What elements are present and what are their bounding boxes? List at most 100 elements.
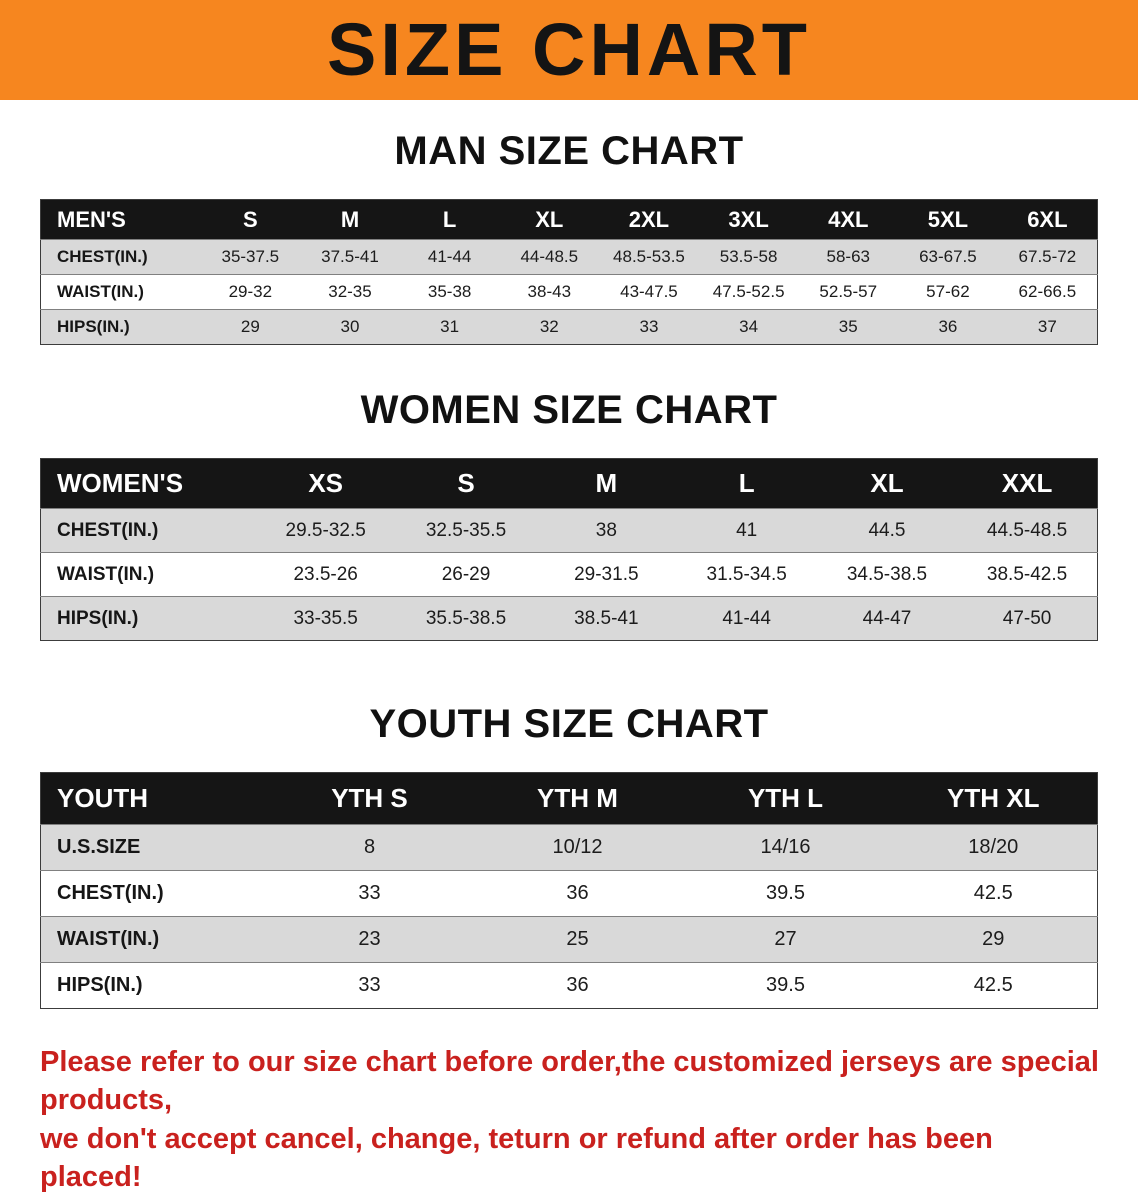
size-value-cell: 14/16 bbox=[760, 836, 811, 858]
size-value-cell: 31.5-34.5 bbox=[706, 563, 787, 585]
men-section: MAN SIZE CHART MEN'S S M L XL 2XL 3XL 4XL 5XL 6XL… bbox=[0, 128, 1138, 345]
table-head: WOMEN'S XS S M L XL XXL bbox=[40, 458, 1098, 509]
table-row: CHEST(IN.) 29.5-32.5 32.5-35.5 38 41 44.5 44.5… bbox=[40, 508, 1098, 553]
size-value-cell: 29 bbox=[240, 317, 260, 336]
disclaimer-line-1: Please refer to our size chart before or… bbox=[40, 1046, 1099, 1117]
size-column-header: 5XL bbox=[898, 199, 998, 240]
size-value-cell: 23 bbox=[358, 928, 381, 950]
table-title-cell: MEN'S bbox=[40, 199, 201, 240]
size-value-cell: 10/12 bbox=[552, 836, 603, 858]
disclaimer: Please refer to our size chart before or… bbox=[40, 1043, 1100, 1196]
size-value-cell: 31 bbox=[440, 317, 460, 336]
size-value-cell: 38 bbox=[595, 519, 617, 541]
size-column-header: 4XL bbox=[798, 199, 899, 240]
size-value-cell: 39.5 bbox=[766, 882, 805, 904]
size-value-cell: 47.5-52.5 bbox=[712, 282, 785, 301]
size-value-cell: 8 bbox=[363, 836, 376, 858]
table-row: CHEST(IN.) 33 36 39.5 42.5 bbox=[40, 870, 1098, 917]
row-label: WAIST(IN.) bbox=[57, 928, 160, 950]
size-column-header: YTH S bbox=[265, 772, 474, 825]
row-label: HIPS(IN.) bbox=[57, 607, 139, 629]
row-label: WAIST(IN.) bbox=[57, 282, 144, 301]
size-column-header: L bbox=[676, 458, 817, 509]
size-value-cell: 67.5-72 bbox=[1018, 247, 1077, 266]
size-value-cell: 27 bbox=[774, 928, 797, 950]
size-value-cell: 30 bbox=[340, 317, 360, 336]
size-value-cell: 29-32 bbox=[228, 282, 273, 301]
size-column-header: M bbox=[536, 458, 677, 509]
size-value-cell: 36 bbox=[938, 317, 958, 336]
size-value-cell: 26-29 bbox=[441, 563, 491, 585]
women-size-table: WOMEN'S XS S M L XL XXL CHEST(IN.) 29.5-32.5 32.5… bbox=[40, 458, 1098, 641]
size-column-header: 3XL bbox=[698, 199, 799, 240]
banner: SIZE CHART bbox=[0, 0, 1138, 100]
size-value-cell: 23.5-26 bbox=[293, 563, 358, 585]
size-value-cell: 32.5-35.5 bbox=[425, 519, 507, 541]
table-row: HIPS(IN.) 29 30 31 32 33 34 35 36 37 bbox=[40, 309, 1098, 345]
size-value-cell: 35 bbox=[838, 317, 858, 336]
table-head: MEN'S S M L XL 2XL 3XL 4XL 5XL 6XL bbox=[40, 199, 1098, 240]
size-value-cell: 62-66.5 bbox=[1018, 282, 1077, 301]
size-value-cell: 44.5 bbox=[868, 519, 906, 541]
size-value-cell: 41 bbox=[736, 519, 758, 541]
size-value-cell: 43-47.5 bbox=[620, 282, 678, 301]
size-value-cell: 34 bbox=[739, 317, 759, 336]
table-body: U.S.SIZE 8 10/12 14/16 18/20 CHEST(IN.) 33 36 39… bbox=[40, 824, 1098, 1009]
size-value-cell: 18/20 bbox=[968, 836, 1019, 858]
size-value-cell: 41-44 bbox=[722, 607, 771, 629]
size-value-cell: 52.5-57 bbox=[819, 282, 878, 301]
size-value-cell: 37.5-41 bbox=[321, 247, 379, 266]
size-value-cell: 29-31.5 bbox=[574, 563, 639, 585]
size-value-cell: 42.5 bbox=[973, 882, 1013, 904]
size-value-cell: 29 bbox=[982, 928, 1005, 950]
size-column-header: L bbox=[399, 199, 500, 240]
women-section-heading: WOMEN SIZE CHART bbox=[360, 388, 778, 432]
men-size-table: MEN'S S M L XL 2XL 3XL 4XL 5XL 6XL CHEST(IN.) 35-37… bbox=[40, 199, 1098, 345]
size-value-cell: 37 bbox=[1037, 317, 1057, 336]
size-value-cell: 39.5 bbox=[766, 974, 805, 996]
table-header-row: MEN'S S M L XL 2XL 3XL 4XL 5XL 6XL bbox=[40, 199, 1098, 240]
row-label: WAIST(IN.) bbox=[57, 563, 155, 585]
table-body: CHEST(IN.) 29.5-32.5 32.5-35.5 38 41 44.5 44.5… bbox=[40, 508, 1098, 641]
size-value-cell: 35-38 bbox=[427, 282, 472, 301]
size-value-cell: 35.5-38.5 bbox=[425, 607, 507, 629]
table-row: WAIST(IN.) 29-32 32-35 35-38 38-43 43-47.5 47.… bbox=[40, 274, 1098, 310]
size-value-cell: 63-67.5 bbox=[919, 247, 977, 266]
disclaimer-line-2: we don't accept cancel, change, teturn o… bbox=[40, 1122, 993, 1193]
size-column-header: YTH L bbox=[681, 772, 890, 825]
size-column-header: XS bbox=[255, 458, 396, 509]
size-value-cell: 36 bbox=[566, 974, 589, 996]
size-value-cell: 33 bbox=[358, 974, 381, 996]
size-value-cell: 38.5-42.5 bbox=[986, 563, 1068, 585]
size-value-cell: 32 bbox=[539, 317, 559, 336]
size-value-cell: 47-50 bbox=[1002, 607, 1052, 629]
size-column-header: 6XL bbox=[997, 199, 1098, 240]
size-column-header: YTH XL bbox=[889, 772, 1098, 825]
size-value-cell: 57-62 bbox=[926, 282, 970, 301]
table-row: HIPS(IN.) 33 36 39.5 42.5 bbox=[40, 962, 1098, 1009]
table-row: WAIST(IN.) 23 25 27 29 bbox=[40, 916, 1098, 963]
size-value-cell: 48.5-53.5 bbox=[613, 247, 685, 266]
size-value-cell: 38.5-41 bbox=[574, 607, 639, 629]
table-row: HIPS(IN.) 33-35.5 35.5-38.5 38.5-41 41-44 44-… bbox=[40, 596, 1098, 641]
size-column-header: YTH M bbox=[473, 772, 682, 825]
size-value-cell: 29.5-32.5 bbox=[285, 519, 366, 541]
size-column-header: S bbox=[395, 458, 537, 509]
women-section: WOMEN SIZE CHART WOMEN'S XS S M L XL XXL CHEST(… bbox=[0, 387, 1138, 641]
men-section-heading: MAN SIZE CHART bbox=[394, 129, 744, 173]
banner-title: SIZE CHART bbox=[327, 8, 811, 91]
size-column-header: M bbox=[300, 199, 400, 240]
size-column-header: XXL bbox=[957, 458, 1098, 509]
size-value-cell: 33-35.5 bbox=[293, 607, 358, 629]
size-value-cell: 44-48.5 bbox=[520, 247, 579, 266]
size-value-cell: 33 bbox=[639, 317, 659, 336]
size-value-cell: 41-44 bbox=[427, 247, 472, 266]
size-value-cell: 53.5-58 bbox=[719, 247, 778, 266]
row-label: CHEST(IN.) bbox=[57, 519, 159, 541]
row-label: CHEST(IN.) bbox=[57, 247, 148, 266]
size-value-cell: 44.5-48.5 bbox=[986, 519, 1068, 541]
size-value-cell: 58-63 bbox=[826, 247, 870, 266]
size-value-cell: 32-35 bbox=[328, 282, 372, 301]
table-title-cell: YOUTH bbox=[40, 772, 266, 825]
